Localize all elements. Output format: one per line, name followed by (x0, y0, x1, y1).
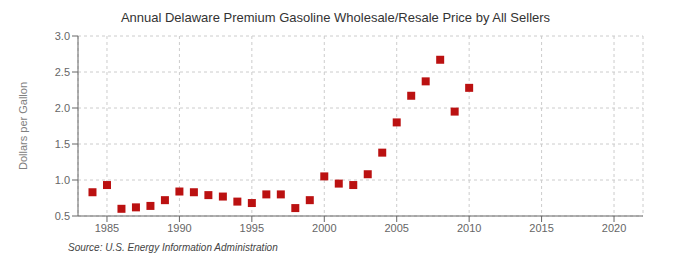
svg-text:2005: 2005 (384, 222, 408, 234)
svg-text:2020: 2020 (602, 222, 626, 234)
svg-text:Dollars per Gallon: Dollars per Gallon (17, 82, 29, 170)
svg-text:2010: 2010 (457, 222, 481, 234)
svg-text:2015: 2015 (529, 222, 553, 234)
svg-text:2.5: 2.5 (55, 66, 70, 78)
svg-text:1995: 1995 (240, 222, 264, 234)
svg-text:1.0: 1.0 (55, 174, 70, 186)
svg-text:1990: 1990 (167, 222, 191, 234)
svg-text:2000: 2000 (312, 222, 336, 234)
svg-text:2.0: 2.0 (55, 102, 70, 114)
html-text:Annual Delaware Premium Gasoli: Annual Delaware Premium Gasoline Wholesa… (120, 10, 551, 25)
svg-text:3.0: 3.0 (55, 30, 70, 42)
svg-text:1985: 1985 (95, 222, 119, 234)
html-text:Source: U.S. Energy Informatio: Source: U.S. Energy Information Administ… (68, 242, 278, 253)
svg-text:1.5: 1.5 (55, 138, 70, 150)
svg-text:0.5: 0.5 (55, 210, 70, 222)
